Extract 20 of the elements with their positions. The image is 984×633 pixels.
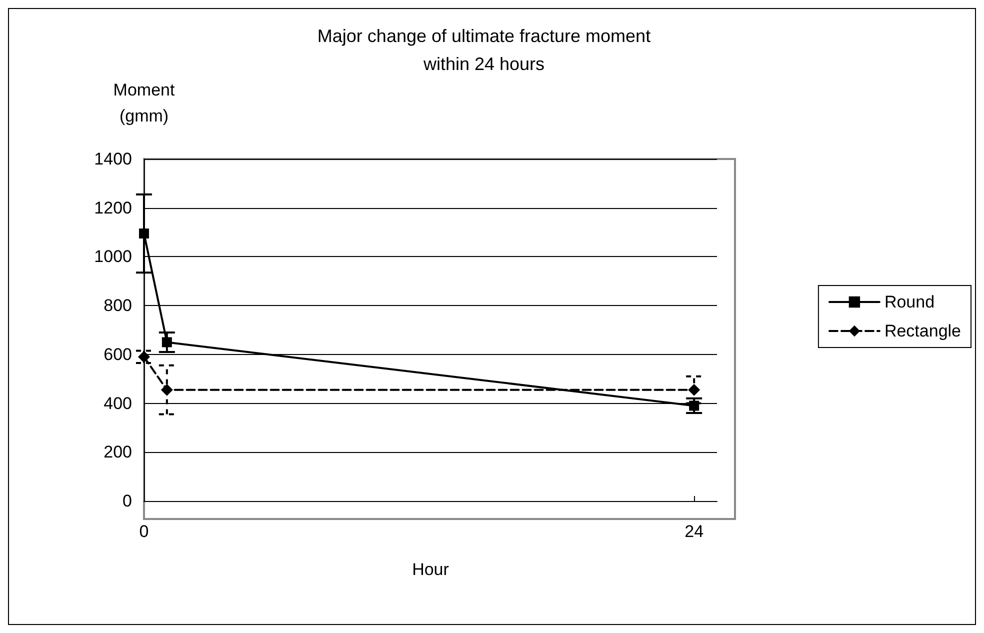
y-tick-label: 1000	[94, 247, 132, 266]
legend-label: Rectangle	[884, 322, 962, 340]
y-tick-label: 600	[104, 344, 132, 364]
point	[689, 400, 700, 411]
point	[160, 384, 173, 396]
x-tick-label: 24	[684, 522, 704, 541]
legend-label: Round	[884, 292, 935, 312]
y-tick-label: 0	[122, 492, 132, 510]
x-axis-title: Hour	[412, 560, 450, 579]
y-tick-label: 400	[104, 394, 132, 413]
point	[138, 350, 150, 363]
y-axis-title: Moment (gmm)	[113, 80, 175, 126]
y-tick-label: 200	[104, 442, 132, 462]
y-tick-label: 800	[104, 296, 132, 316]
y-tick-label: 1400	[94, 150, 132, 168]
chart-title: Major change of ultimate fracture moment within 24 hours	[317, 26, 651, 74]
point	[688, 384, 700, 396]
point	[162, 337, 172, 348]
point	[139, 228, 149, 239]
y-tick-label: 1200	[94, 198, 132, 218]
